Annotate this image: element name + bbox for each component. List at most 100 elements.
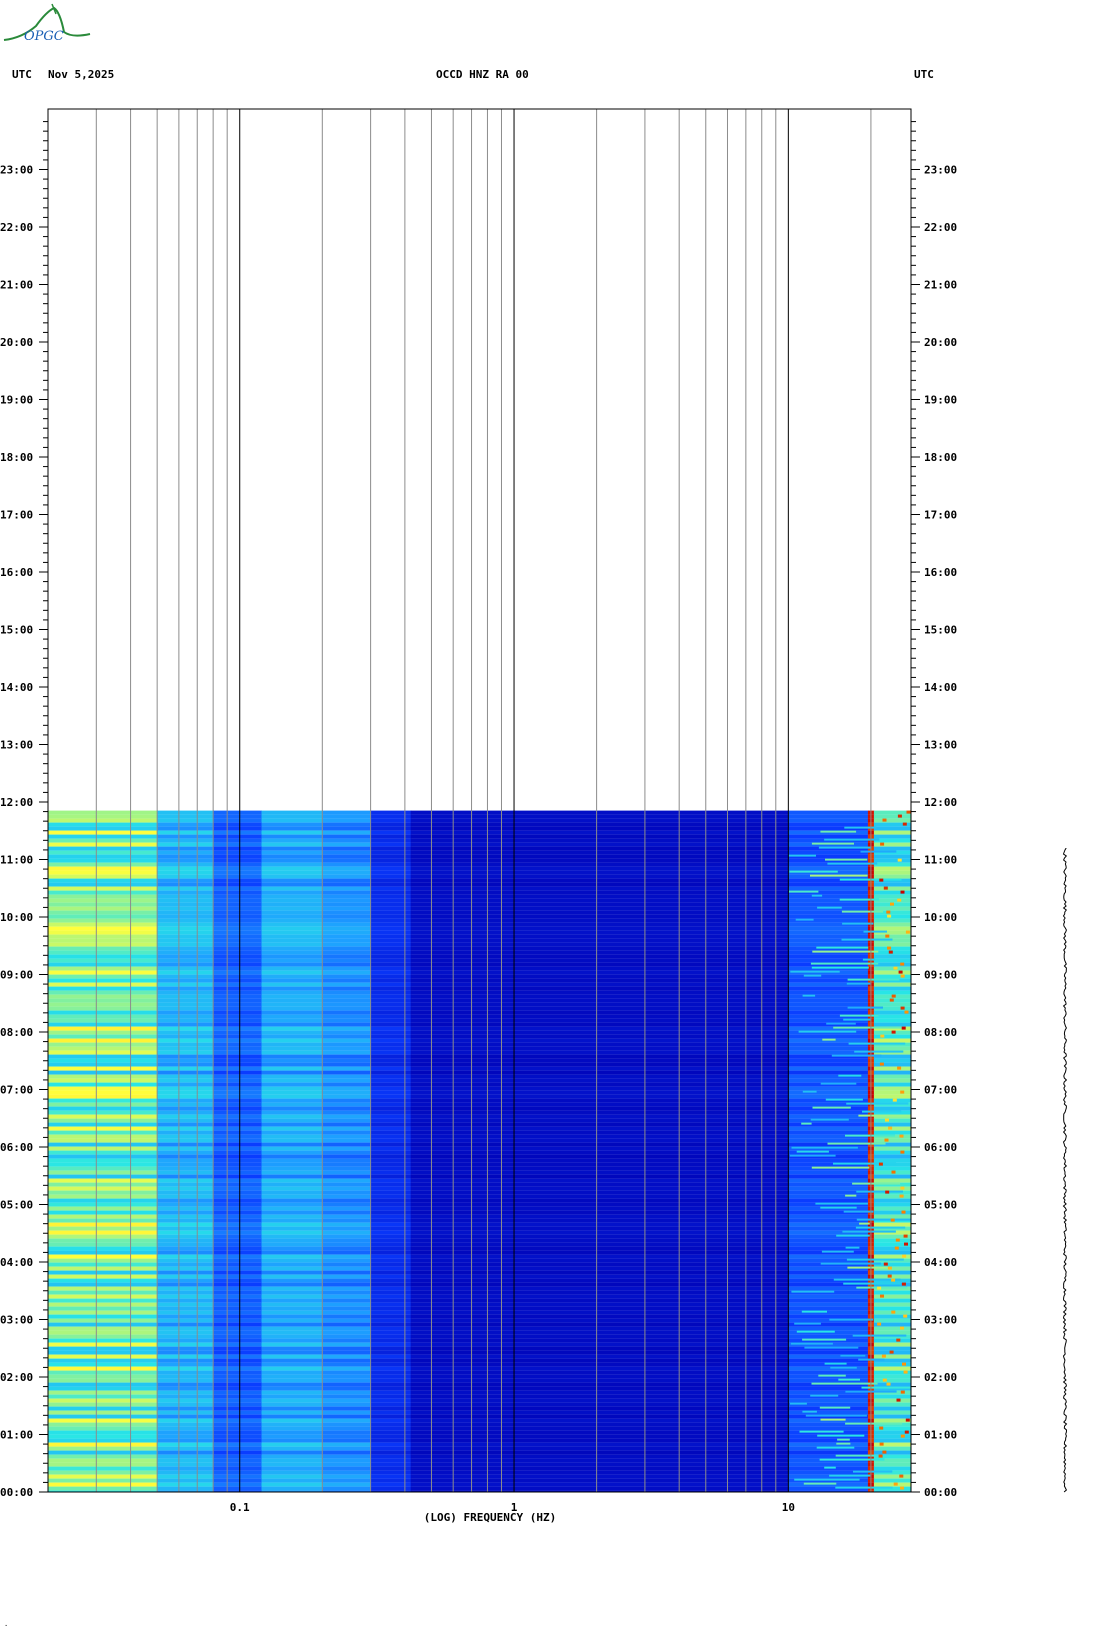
heatmap-cell: [48, 1290, 158, 1295]
heatmap-streak: [789, 890, 819, 893]
heatmap-cell: [873, 1018, 911, 1023]
heatmap-cell: [157, 1010, 214, 1015]
heatmap-cell: [261, 1406, 323, 1411]
heatmap-cell: [213, 1114, 262, 1119]
heatmap-cell: [322, 1470, 372, 1475]
heatmap-cell: [410, 1414, 789, 1419]
heatmap-cell: [873, 1322, 911, 1327]
heatmap-cell: [213, 1182, 262, 1187]
heatmap-cell: [370, 1266, 412, 1271]
heatmap-hotspot: [902, 1362, 906, 1366]
heatmap-cell: [261, 970, 323, 975]
heatmap-cell: [213, 1322, 262, 1327]
heatmap-cell: [48, 998, 158, 1003]
heatmap-cell: [788, 1070, 869, 1075]
heatmap-cell: [410, 1138, 789, 1143]
heatmap-cell: [213, 1178, 262, 1183]
heatmap-cell: [213, 1446, 262, 1451]
heatmap-cell: [322, 1174, 372, 1179]
heatmap-cell: [873, 1034, 911, 1039]
heatmap-cell: [788, 1470, 869, 1475]
heatmap-cell: [873, 1002, 911, 1007]
heatmap-cell: [873, 982, 911, 987]
heatmap-cell: [261, 1078, 323, 1083]
heatmap-cell: [48, 1026, 158, 1031]
y-tick-label-right: 11:00: [924, 854, 957, 867]
heatmap-cell: [873, 1214, 911, 1219]
heatmap-cell: [261, 958, 323, 963]
heatmap-cell: [410, 1066, 789, 1071]
y-tick-label-left: 05:00: [0, 1199, 33, 1212]
heatmap-cell: [322, 870, 372, 875]
heatmap-cell: [157, 1434, 214, 1439]
heatmap-cell: [213, 1230, 262, 1235]
heatmap-cell: [873, 1274, 911, 1279]
heatmap-cell: [410, 1006, 789, 1011]
heatmap-streak: [845, 1134, 895, 1137]
heatmap-cell: [370, 866, 412, 871]
heatmap-cell: [370, 1246, 412, 1251]
heatmap-cell: [322, 1206, 372, 1211]
heatmap-cell: [370, 830, 412, 835]
heatmap-cell: [370, 1202, 412, 1207]
heatmap-cell: [370, 1434, 412, 1439]
heatmap-cell: [788, 818, 869, 823]
heatmap-cell: [261, 962, 323, 967]
heatmap-cell: [873, 1126, 911, 1131]
heatmap-cell: [261, 1318, 323, 1323]
heatmap-cell: [873, 1402, 911, 1407]
heatmap-cell: [410, 1250, 789, 1255]
heatmap-cell: [157, 950, 214, 955]
heatmap-cell: [322, 1394, 372, 1399]
heatmap-cell: [48, 1246, 158, 1251]
heatmap-cell: [48, 818, 158, 823]
heatmap-cell: [788, 866, 869, 871]
heatmap-cell: [322, 1242, 372, 1247]
heatmap-cell: [370, 1190, 412, 1195]
heatmap-cell: [48, 1118, 158, 1123]
heatmap-cell: [370, 1058, 412, 1063]
heatmap-cell: [873, 946, 911, 951]
heatmap-cell: [157, 1198, 214, 1203]
heatmap-cell: [261, 866, 323, 871]
heatmap-cell: [370, 1078, 412, 1083]
heatmap-cell: [370, 1350, 412, 1355]
heatmap-hotspot: [888, 950, 893, 954]
heatmap-cell: [48, 1242, 158, 1247]
heatmap-cell: [410, 938, 789, 943]
heatmap-cell: [213, 1150, 262, 1155]
heatmap-cell: [322, 1338, 372, 1343]
heatmap-hotspot: [900, 1186, 905, 1190]
heatmap-cell: [873, 1238, 911, 1243]
heatmap-cell: [873, 1398, 911, 1403]
heatmap-cell: [322, 1298, 372, 1303]
heatmap-cell: [157, 846, 214, 851]
heatmap-cell: [322, 818, 372, 823]
heatmap-cell: [261, 934, 323, 939]
heatmap-cell: [213, 1454, 262, 1459]
heatmap-cell: [873, 1046, 911, 1051]
heatmap-cell: [213, 894, 262, 899]
heatmap-cell: [48, 1278, 158, 1283]
heatmap-cell: [410, 1222, 789, 1227]
heatmap-cell: [213, 1302, 262, 1307]
heatmap-cell: [370, 890, 412, 895]
y-tick-label-right: 04:00: [924, 1256, 957, 1269]
heatmap-cell: [261, 1166, 323, 1171]
heatmap-cell: [410, 886, 789, 891]
heatmap-cell: [157, 1030, 214, 1035]
heatmap-cell: [213, 1166, 262, 1171]
heatmap-cell: [788, 1054, 869, 1059]
heatmap-cell: [788, 982, 869, 987]
heatmap-cell: [322, 1262, 372, 1267]
heatmap-cell: [157, 1118, 214, 1123]
heatmap-cell: [410, 1350, 789, 1355]
heatmap-cell: [261, 1274, 323, 1279]
heatmap-cell: [157, 1246, 214, 1251]
heatmap-cell: [261, 1306, 323, 1311]
heatmap-cell: [873, 1022, 911, 1027]
heatmap-cell: [322, 1354, 372, 1359]
heatmap-cell: [873, 1442, 911, 1447]
heatmap-cell: [873, 1382, 911, 1387]
heatmap-cell: [322, 854, 372, 859]
